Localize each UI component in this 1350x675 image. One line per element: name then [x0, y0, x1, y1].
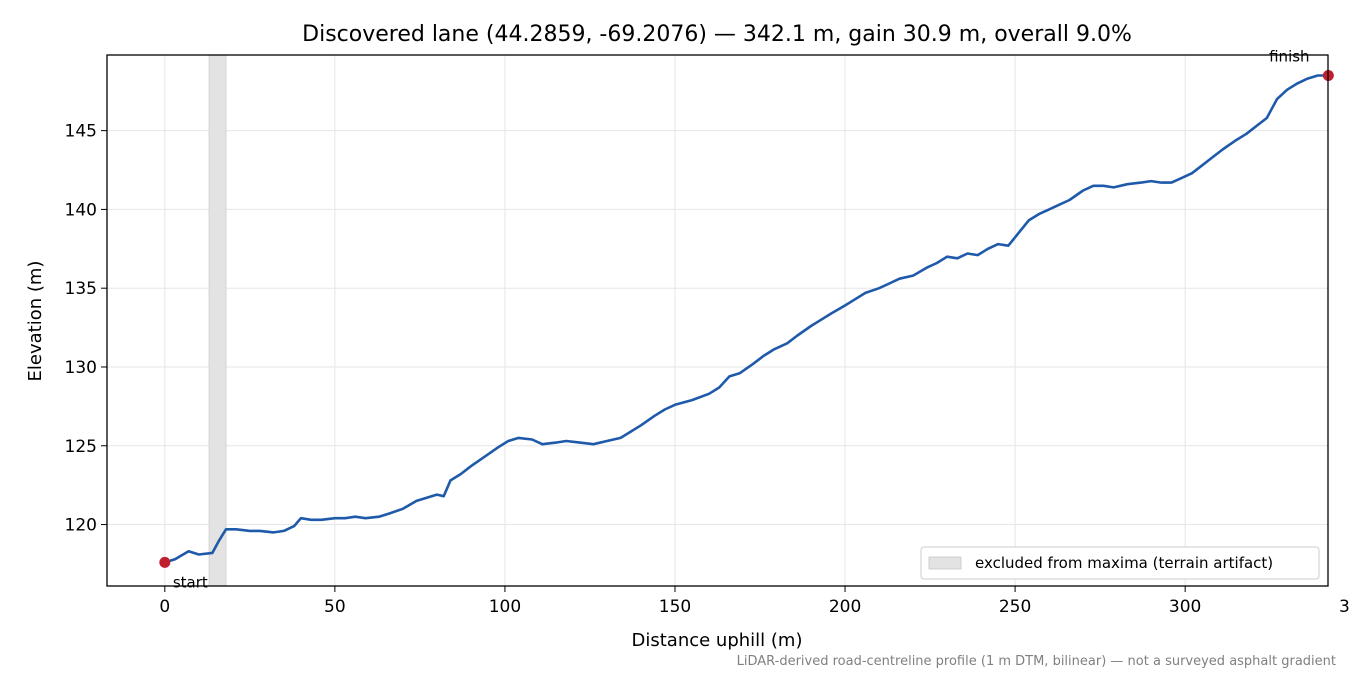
y-tick-label: 145 [65, 122, 97, 142]
start-marker [159, 556, 171, 568]
elevation-line [164, 74, 1328, 564]
grid-lines [107, 55, 1328, 586]
excluded-band-layer [208, 54, 227, 587]
y-axis-ticks: 120 125 130 135 140 145 [65, 122, 107, 536]
y-tick-label: 130 [65, 358, 97, 378]
y-tick-label: 135 [65, 279, 97, 299]
x-tick-label: 50 [324, 597, 346, 617]
x-tick-label: 150 [659, 597, 691, 617]
x-axis-ticks: 0 50 100 150 200 250 300 350 [159, 586, 1350, 617]
plot-frame [106, 54, 1329, 587]
legend: excluded from maxima (terrain artifact) [920, 546, 1320, 580]
y-tick-label: 125 [65, 437, 97, 457]
y-tick-label: 120 [65, 516, 97, 536]
x-tick-label: 0 [159, 597, 170, 617]
x-tick-label: 200 [829, 597, 861, 617]
finish-label: finish [1269, 47, 1309, 65]
x-tick-label: 300 [1169, 597, 1201, 617]
legend-label-excluded: excluded from maxima (terrain artifact) [975, 554, 1273, 572]
series-layer [164, 74, 1328, 564]
footnote: LiDAR-derived road-centreline profile (1… [737, 654, 1336, 669]
y-axis-label: Elevation (m) [25, 261, 46, 382]
x-axis-label: Distance uphill (m) [632, 630, 803, 651]
start-label: start [173, 573, 208, 591]
legend-swatch-excluded [928, 556, 962, 570]
legend-box [920, 546, 1320, 580]
y-tick-label: 140 [65, 200, 97, 220]
x-tick-label: 100 [489, 597, 521, 617]
x-tick-label: 250 [999, 597, 1031, 617]
excluded-band [208, 54, 227, 587]
x-tick-label: 350 [1339, 597, 1350, 617]
chart-title: Discovered lane (44.2859, -69.2076) — 34… [302, 22, 1132, 47]
